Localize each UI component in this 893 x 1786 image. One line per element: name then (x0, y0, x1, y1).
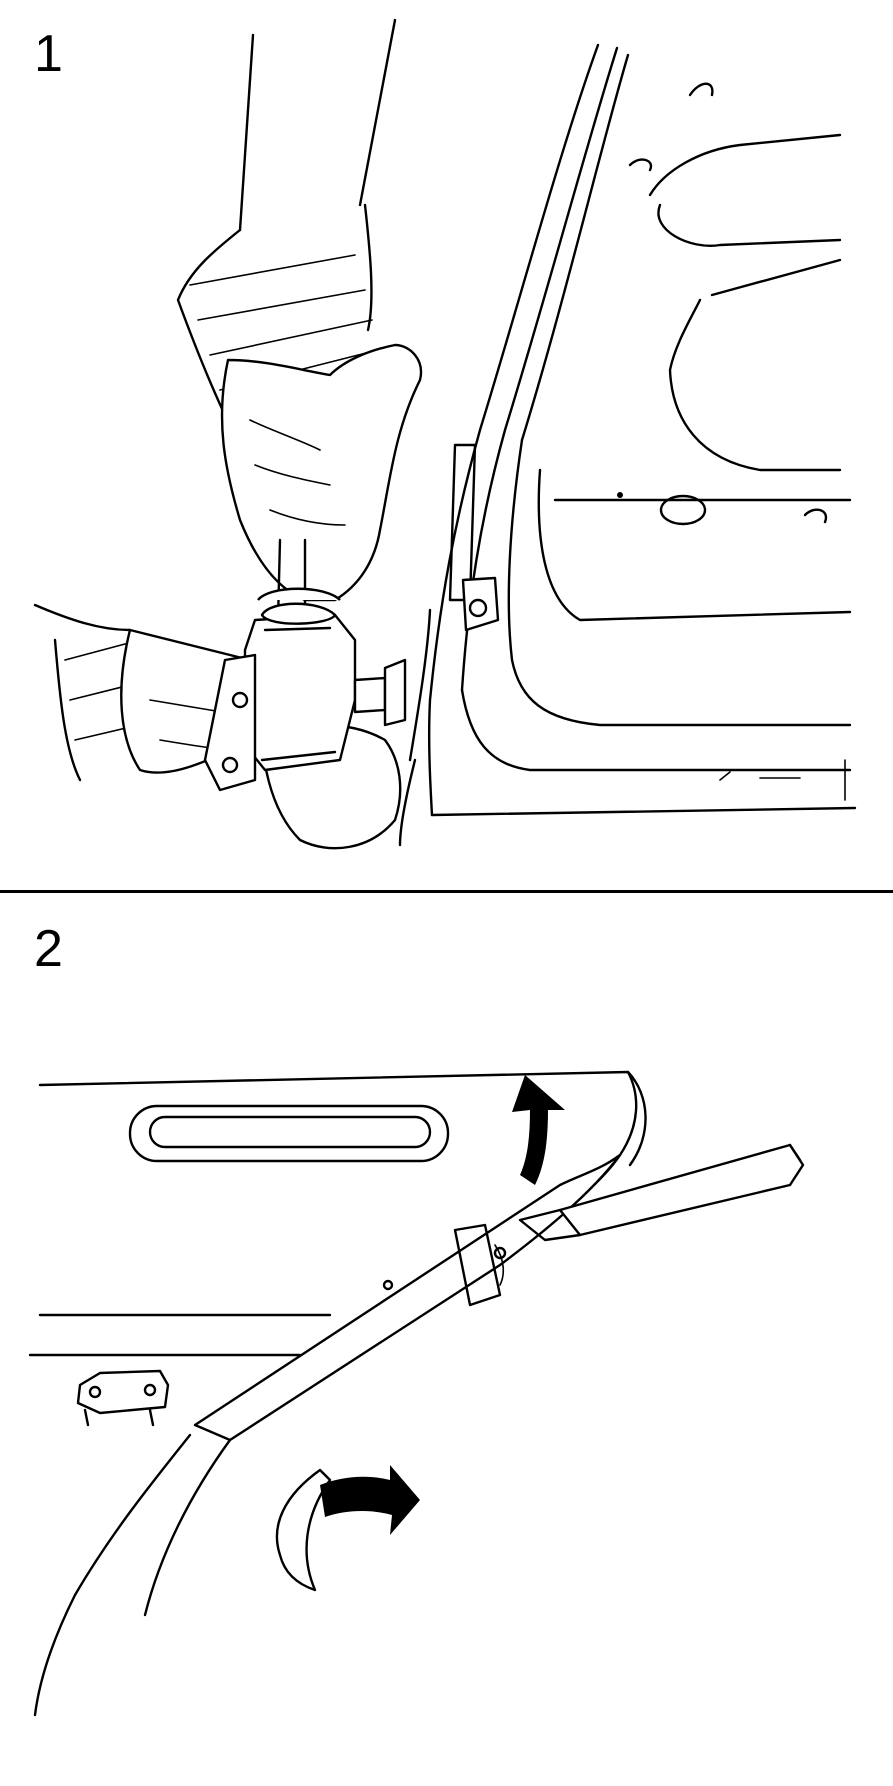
seat-belt-anchor (203, 587, 407, 792)
panel-divider (0, 890, 893, 893)
step-number-1: 1 (34, 25, 63, 83)
step-2-panel: 2 (0, 895, 893, 1786)
step-2-illustration (28, 1070, 805, 1717)
upper-hand (176, 18, 423, 622)
pull-arrow (320, 1465, 420, 1535)
pry-tool (518, 1143, 805, 1242)
step-1-panel: 1 (0, 0, 893, 892)
door-frame (427, 43, 857, 817)
step-1-illustration (33, 18, 857, 850)
door-pillar (398, 443, 500, 847)
pillar-trim-strip (33, 1153, 622, 1717)
lift-arrow (512, 1075, 565, 1185)
trim-panel (28, 1070, 647, 1357)
trim-clip (76, 1369, 170, 1427)
step-number-2: 2 (34, 920, 63, 978)
